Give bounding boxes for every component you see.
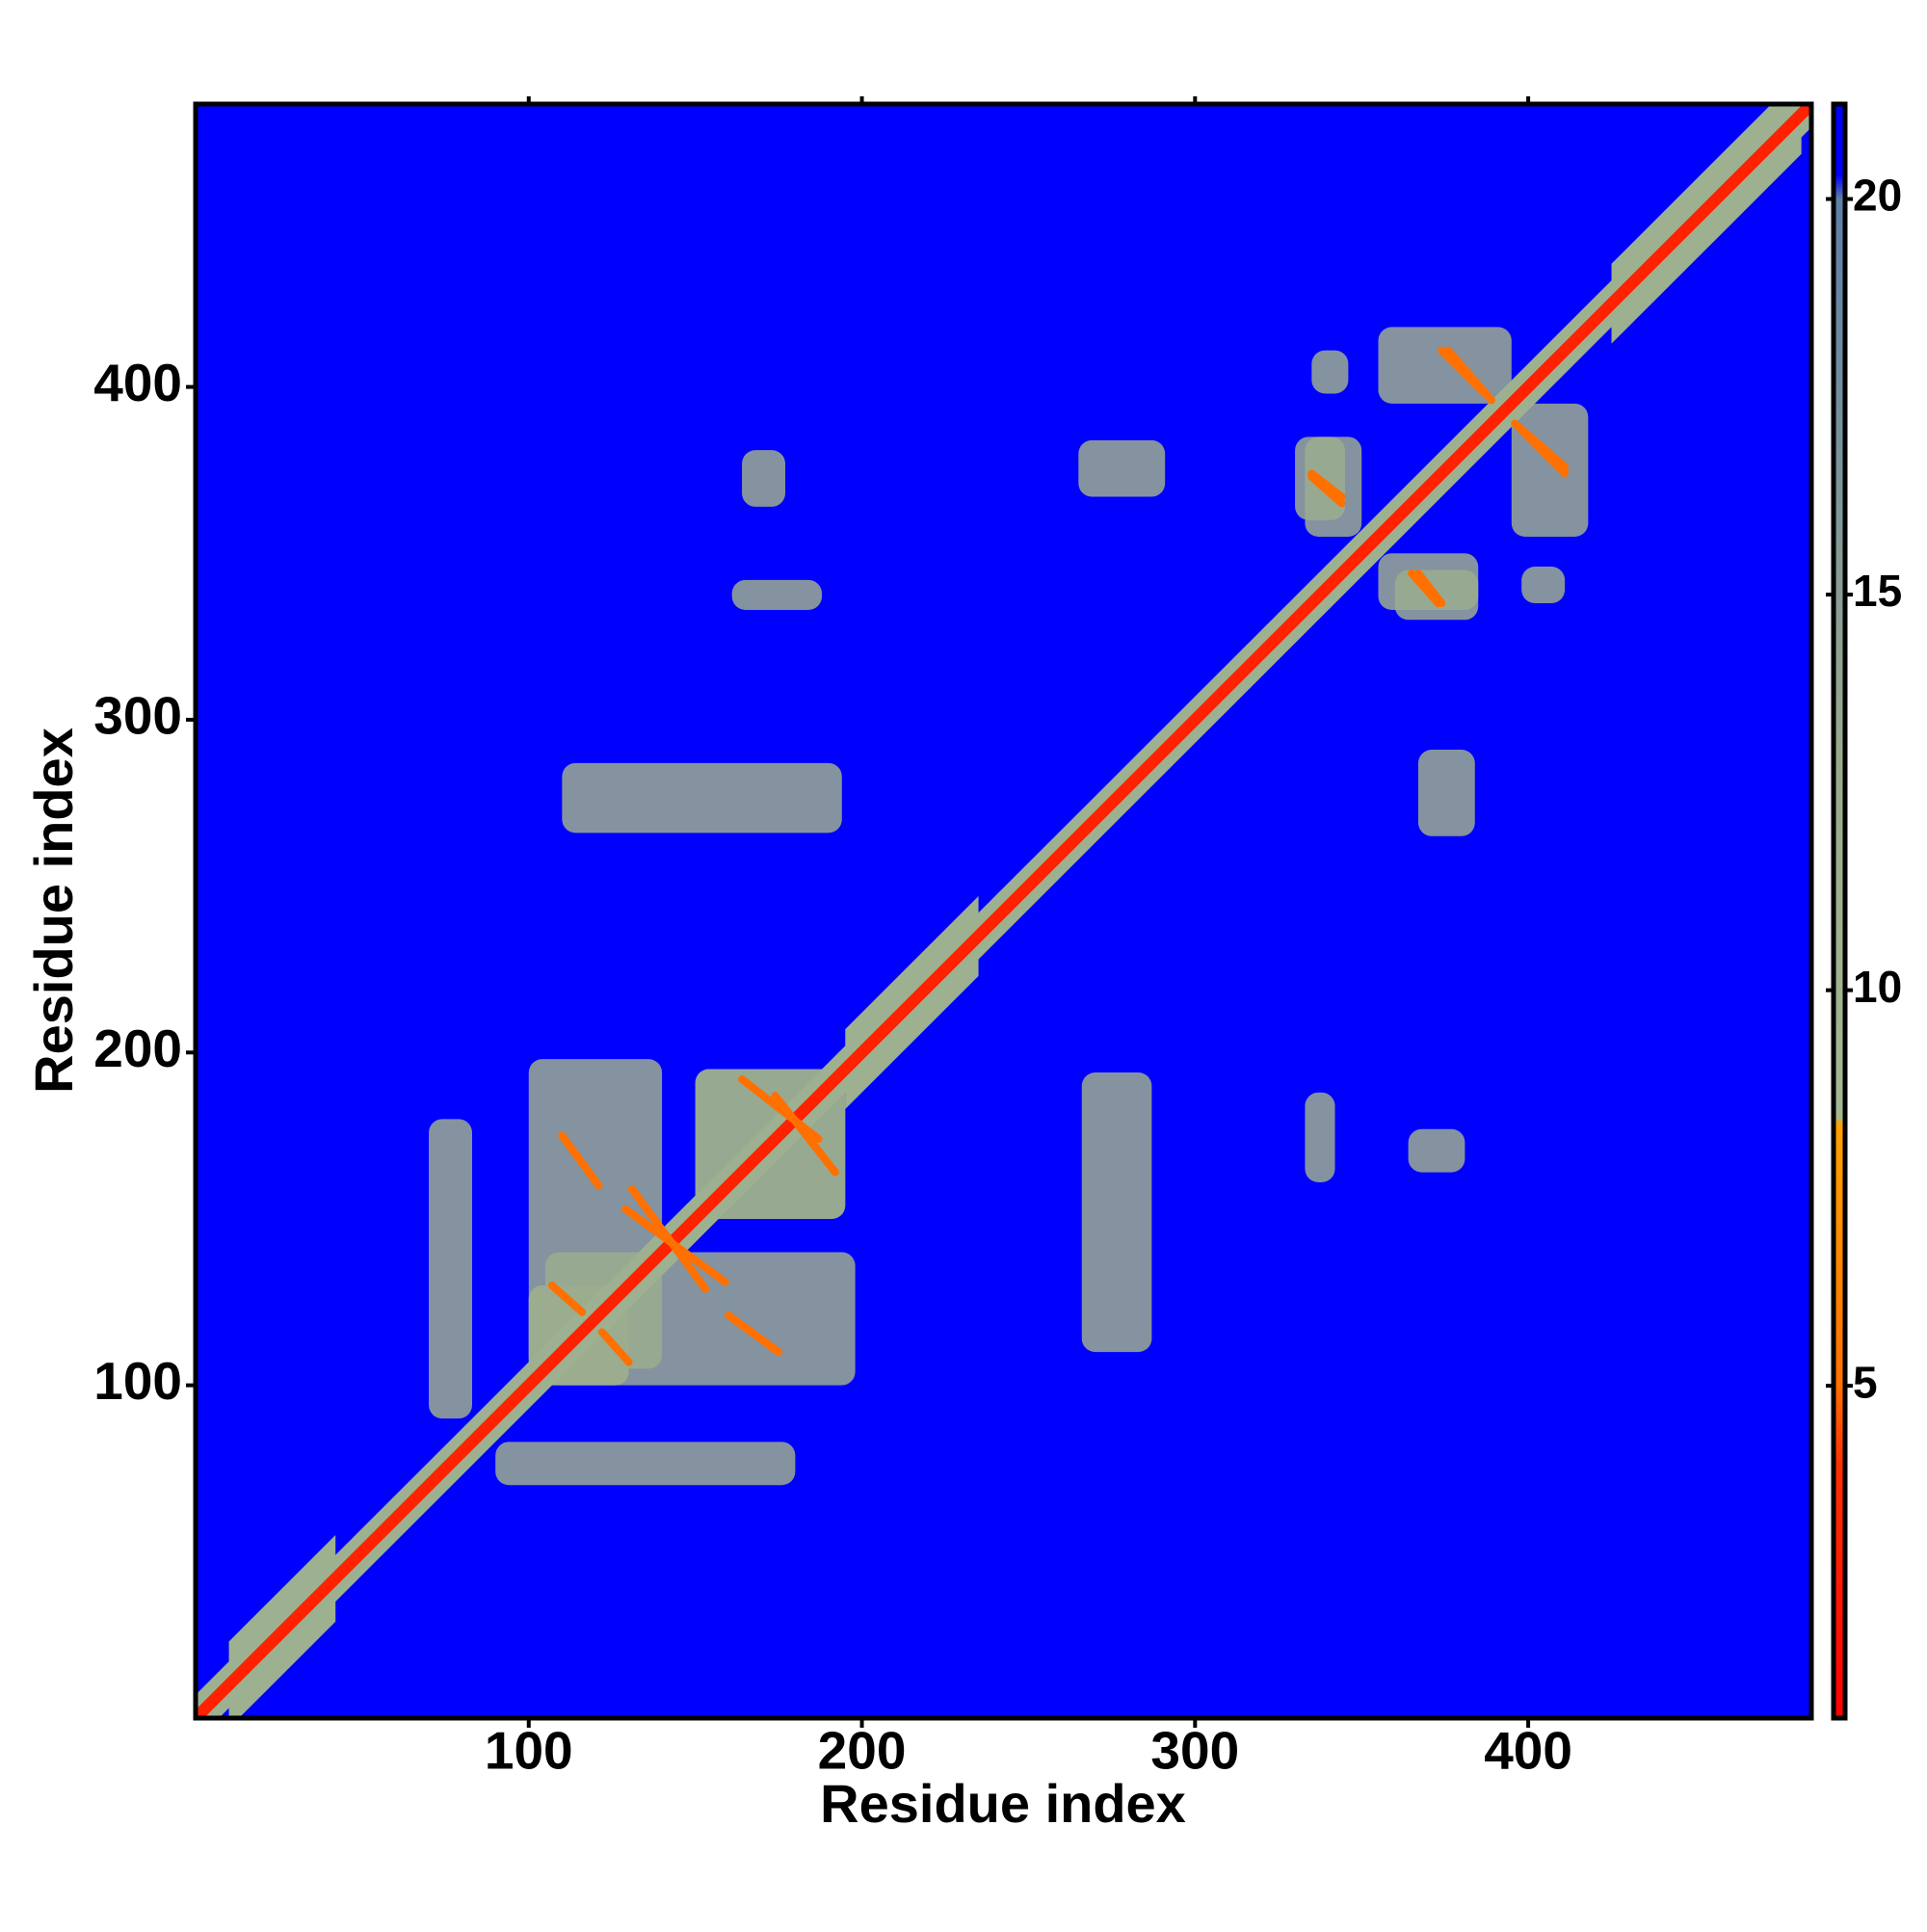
colorbar-tick-label: 20: [1853, 171, 1902, 221]
contact-strand: [597, 1328, 633, 1366]
colorbar: [1831, 101, 1848, 1721]
contact-patch: [1417, 750, 1475, 836]
contact-patch: [429, 1119, 472, 1419]
x-axis-title: Residue index: [820, 1773, 1186, 1834]
contact-strand: [1307, 472, 1346, 508]
contact-strand: [1518, 426, 1570, 478]
contact-strand: [771, 1092, 839, 1177]
diagonal-band: [196, 104, 1811, 1718]
contact-patch: [1078, 439, 1166, 497]
x-tick-label: 100: [485, 1721, 573, 1781]
plot-area: [196, 104, 1811, 1718]
x-tick-label: 200: [818, 1721, 907, 1781]
contact-strand: [1408, 569, 1442, 608]
contact-patch: [1511, 403, 1589, 537]
contact-strand: [1438, 346, 1490, 398]
y-tick-label: 200: [93, 1019, 182, 1078]
colorbar-tick-label: 10: [1853, 962, 1902, 1012]
contact-patch: [1311, 350, 1349, 394]
contact-patch: [731, 579, 823, 610]
contact-patch: [1378, 327, 1512, 404]
plot-frame: [193, 101, 1814, 1721]
contact-patch: [1408, 1128, 1465, 1173]
contact-strand: [547, 1282, 587, 1316]
x-tick-label: 300: [1150, 1721, 1239, 1781]
y-axis-title: Residue index: [23, 728, 84, 1094]
colorbar-tick-label: 15: [1853, 566, 1902, 616]
y-tick-label: 400: [93, 353, 182, 412]
contact-strand: [725, 1311, 783, 1357]
contact-patch: [562, 762, 842, 834]
y-tick-label: 100: [93, 1351, 182, 1411]
contact-strand: [621, 1204, 729, 1286]
contact-strand: [558, 1131, 603, 1190]
contact-patch: [495, 1442, 796, 1486]
x-tick-label: 400: [1484, 1721, 1572, 1781]
contact-patch: [1305, 1092, 1335, 1182]
contact-patch: [742, 450, 786, 507]
colorbar-tick-label: 5: [1853, 1357, 1878, 1407]
contact-patch: [1521, 567, 1566, 604]
contact-patch: [1081, 1072, 1152, 1353]
y-tick-label: 300: [93, 685, 182, 745]
